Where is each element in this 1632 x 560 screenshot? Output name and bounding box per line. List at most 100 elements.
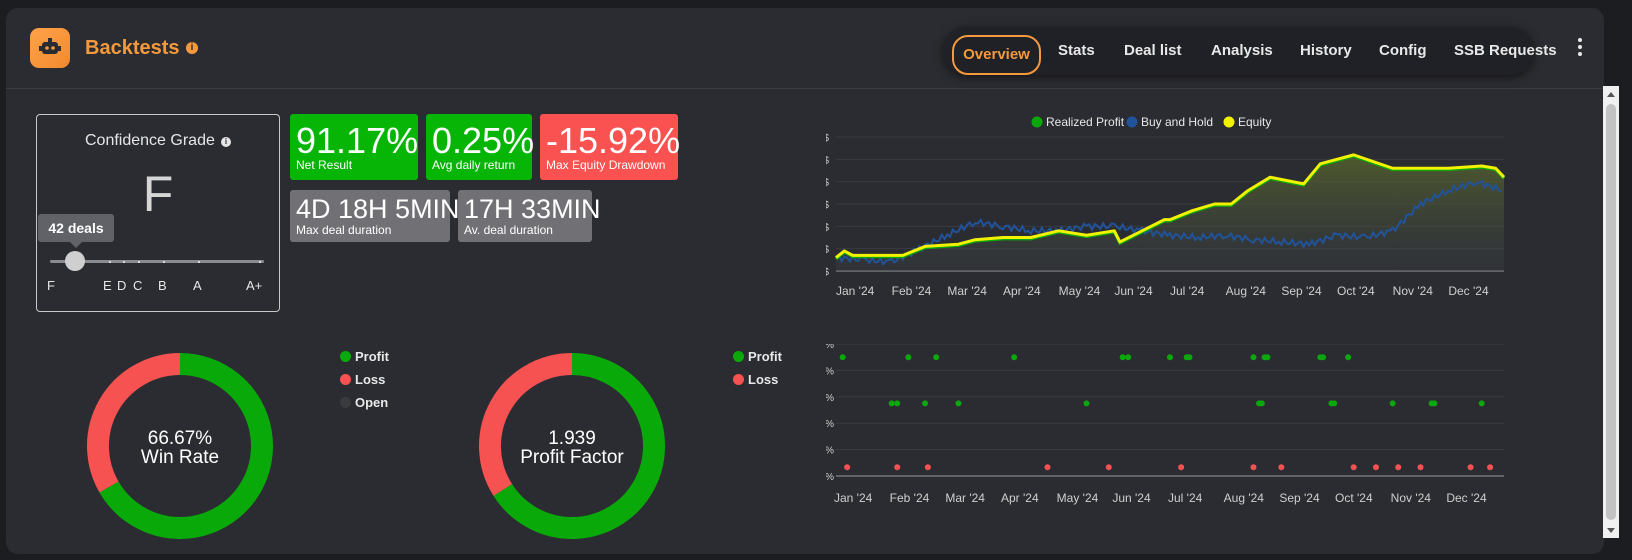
profit-point [905, 354, 912, 361]
grade-label-e: E [103, 278, 112, 293]
equity-line-chart: Realized Profit Buy and Hold Equity 80$ 70$ 6… [826, 115, 1506, 298]
tab-deal-list[interactable]: Deal list [1124, 42, 1182, 59]
profit-point [1186, 354, 1193, 361]
legend-label: Loss [355, 372, 386, 387]
grade-letter: F [142, 166, 174, 222]
loss-point [1372, 464, 1379, 471]
legend-dot [733, 351, 744, 362]
loss-point [1487, 464, 1494, 471]
max-deal-duration-tile: 4D 18H 5MIN Max deal duration [290, 190, 460, 242]
loss-point [1250, 464, 1257, 471]
loss-point [844, 464, 851, 471]
legend-dot [733, 374, 744, 385]
page-title: Backtests [85, 37, 180, 59]
av-deal-duration-value: 17H 33MIN [464, 194, 601, 224]
loss-point [1178, 464, 1185, 471]
loss-point [1395, 464, 1402, 471]
avg-daily-return-tile: 0.25% Avg daily return [426, 114, 535, 180]
loss-point [1350, 464, 1357, 471]
equity-line [835, 153, 1506, 259]
x-tick-label: Dec '24 [1446, 491, 1487, 505]
max-equity-drawdown-label: Max Equity Drawdown [546, 158, 666, 172]
deal-returns-scatter-chart: 18% 12% 6% 0% -6% -12%Jan '24 Feb '24 Mar '24 Ap… [826, 344, 1504, 505]
loss-point [1417, 464, 1424, 471]
avg-daily-return-value: 0.25% [432, 120, 535, 161]
profit-point [1083, 400, 1090, 407]
loss-point [894, 464, 901, 471]
loss-point [1467, 464, 1474, 471]
tab-history[interactable]: History [1300, 42, 1352, 59]
x-tick-label: Jun '24 [1112, 491, 1151, 505]
profit-point [1478, 400, 1485, 407]
legend-item-profit[interactable]: Profit [340, 349, 389, 372]
equity-area [836, 154, 1504, 271]
win-rate-legend: Profit Loss Open [340, 349, 389, 418]
x-tick-label: Jul '24 [1170, 284, 1205, 298]
slider-tick [198, 261, 200, 263]
tab-config[interactable]: Config [1379, 42, 1427, 59]
more-menu-icon[interactable] [1577, 38, 1583, 60]
y-tick-label: 20$ [826, 267, 829, 278]
deals-tooltip: 42 deals [38, 214, 114, 242]
legend-item-loss[interactable]: Loss [340, 372, 389, 395]
slider-tick [123, 261, 125, 263]
y-tick-label: 80$ [826, 133, 829, 144]
loss-arc [479, 353, 573, 496]
legend-label: Open [355, 395, 389, 410]
tab-stats[interactable]: Stats [1058, 42, 1095, 59]
tab-overview[interactable]: Overview [952, 35, 1041, 75]
x-tick-label: Jul '24 [1168, 491, 1203, 505]
y-tick-label: -6% [826, 446, 834, 457]
loss-point [1044, 464, 1051, 471]
avg-daily-return-label: Avg daily return [432, 158, 516, 172]
grade-label-d: D [117, 278, 127, 293]
x-tick-label: Jan '24 [836, 284, 875, 298]
slider-tick [259, 261, 261, 263]
x-tick-label: Mar '24 [947, 284, 987, 298]
buy-and-hold-line [835, 179, 1502, 267]
tab-analysis[interactable]: Analysis [1211, 42, 1273, 59]
profit-point [955, 400, 962, 407]
legend-dot [1223, 116, 1235, 128]
y-tick-label: 18% [826, 344, 834, 351]
legend-item-open[interactable]: Open [340, 395, 389, 418]
profit-point [1167, 354, 1173, 361]
x-tick-label: Sep '24 [1279, 491, 1320, 505]
profit-point [1119, 354, 1126, 361]
grade-slider-knob[interactable] [65, 251, 85, 271]
profit-point [1345, 354, 1352, 361]
info-icon[interactable]: i [221, 137, 231, 147]
profit-point [933, 354, 940, 361]
loss-point [1278, 464, 1285, 471]
profit-point [1011, 354, 1018, 361]
x-tick-label: Jun '24 [1114, 284, 1153, 298]
scroll-up-arrow-icon[interactable] [1607, 92, 1615, 97]
profit-point [1389, 400, 1396, 407]
profit-point [1331, 400, 1338, 407]
backtests-panel: Backtests i Overview Stats Deal list Ana… [6, 8, 1604, 554]
legend-label: Buy and Hold [1141, 115, 1213, 129]
x-tick-label: Aug '24 [1226, 284, 1267, 298]
y-tick-label: -12% [826, 472, 834, 483]
loss-arc [87, 353, 181, 493]
profit-point [1431, 400, 1438, 407]
x-tick-label: Nov '24 [1391, 491, 1432, 505]
profit-point [1250, 354, 1257, 361]
tab-ssb-requests[interactable]: SSB Requests [1454, 42, 1557, 59]
legend-label: Equity [1238, 115, 1271, 129]
scrollbar-thumb[interactable] [1606, 104, 1616, 520]
info-icon[interactable]: i [186, 42, 198, 54]
legend-label: Loss [748, 372, 779, 387]
profit-arc [99, 353, 273, 539]
scroll-down-arrow-icon[interactable] [1607, 528, 1615, 533]
max-deal-duration-value: 4D 18H 5MIN [296, 194, 460, 224]
x-tick-label: Oct '24 [1335, 491, 1373, 505]
y-tick-label: 50$ [826, 200, 829, 211]
legend-item-loss[interactable]: Loss [733, 372, 782, 395]
profit-point [888, 400, 895, 407]
robot-icon [30, 28, 70, 68]
profit-point [1320, 354, 1327, 361]
profit-factor-label: Profit Factor [520, 447, 624, 468]
win-rate-center: 66.67% Win Rate [80, 429, 280, 467]
legend-item-profit[interactable]: Profit [733, 349, 782, 372]
